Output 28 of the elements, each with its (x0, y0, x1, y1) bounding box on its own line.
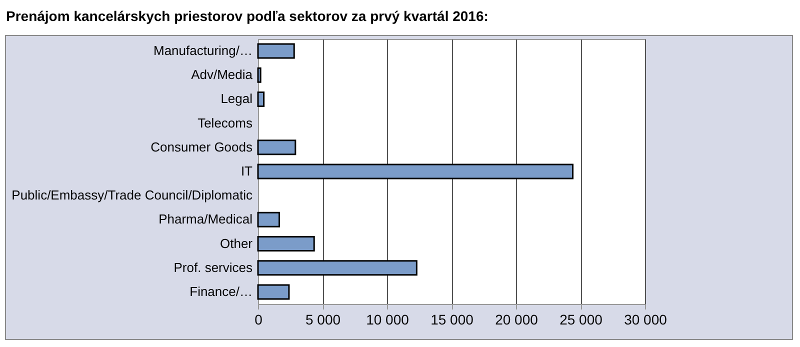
y-tick-label: Finance/… (190, 284, 252, 299)
y-tick-label: Prof. services (174, 260, 253, 275)
bar (257, 140, 296, 156)
x-tick-label: 0 (254, 312, 263, 328)
y-tick-label: Pharma/Medical (158, 212, 253, 227)
x-tick-label: 20 000 (495, 312, 538, 328)
y-tick-label: Telecoms (198, 115, 253, 130)
y-tick-label: Consumer Goods (150, 139, 253, 154)
bar (257, 67, 262, 83)
bar (257, 43, 295, 59)
y-tick-label: Public/Embassy/Trade Council/Diplomatic (12, 188, 253, 203)
y-tick-label: IT (240, 164, 253, 178)
y-tick-label: Other (220, 236, 254, 251)
bar (257, 212, 280, 228)
bar (257, 164, 574, 180)
y-tick-label: Legal (220, 91, 253, 106)
x-tick-label: 15 000 (430, 312, 474, 328)
x-tick-label: 5 000 (305, 312, 341, 328)
bar (257, 236, 315, 252)
chart-title: Prenájom kancelárskych priestorov podľa sektorov za prvý kvartál 2016: (5, 7, 490, 26)
y-tick-label: Manufacturing/… (154, 43, 252, 58)
y-tick-label: Adv/Media (191, 67, 254, 82)
x-tick-label: 10 000 (366, 312, 410, 328)
bar (257, 260, 418, 276)
x-tick-label: 25 000 (560, 312, 603, 328)
bar (257, 91, 265, 107)
bar (257, 284, 290, 300)
x-tick-label: 30 000 (624, 312, 668, 328)
